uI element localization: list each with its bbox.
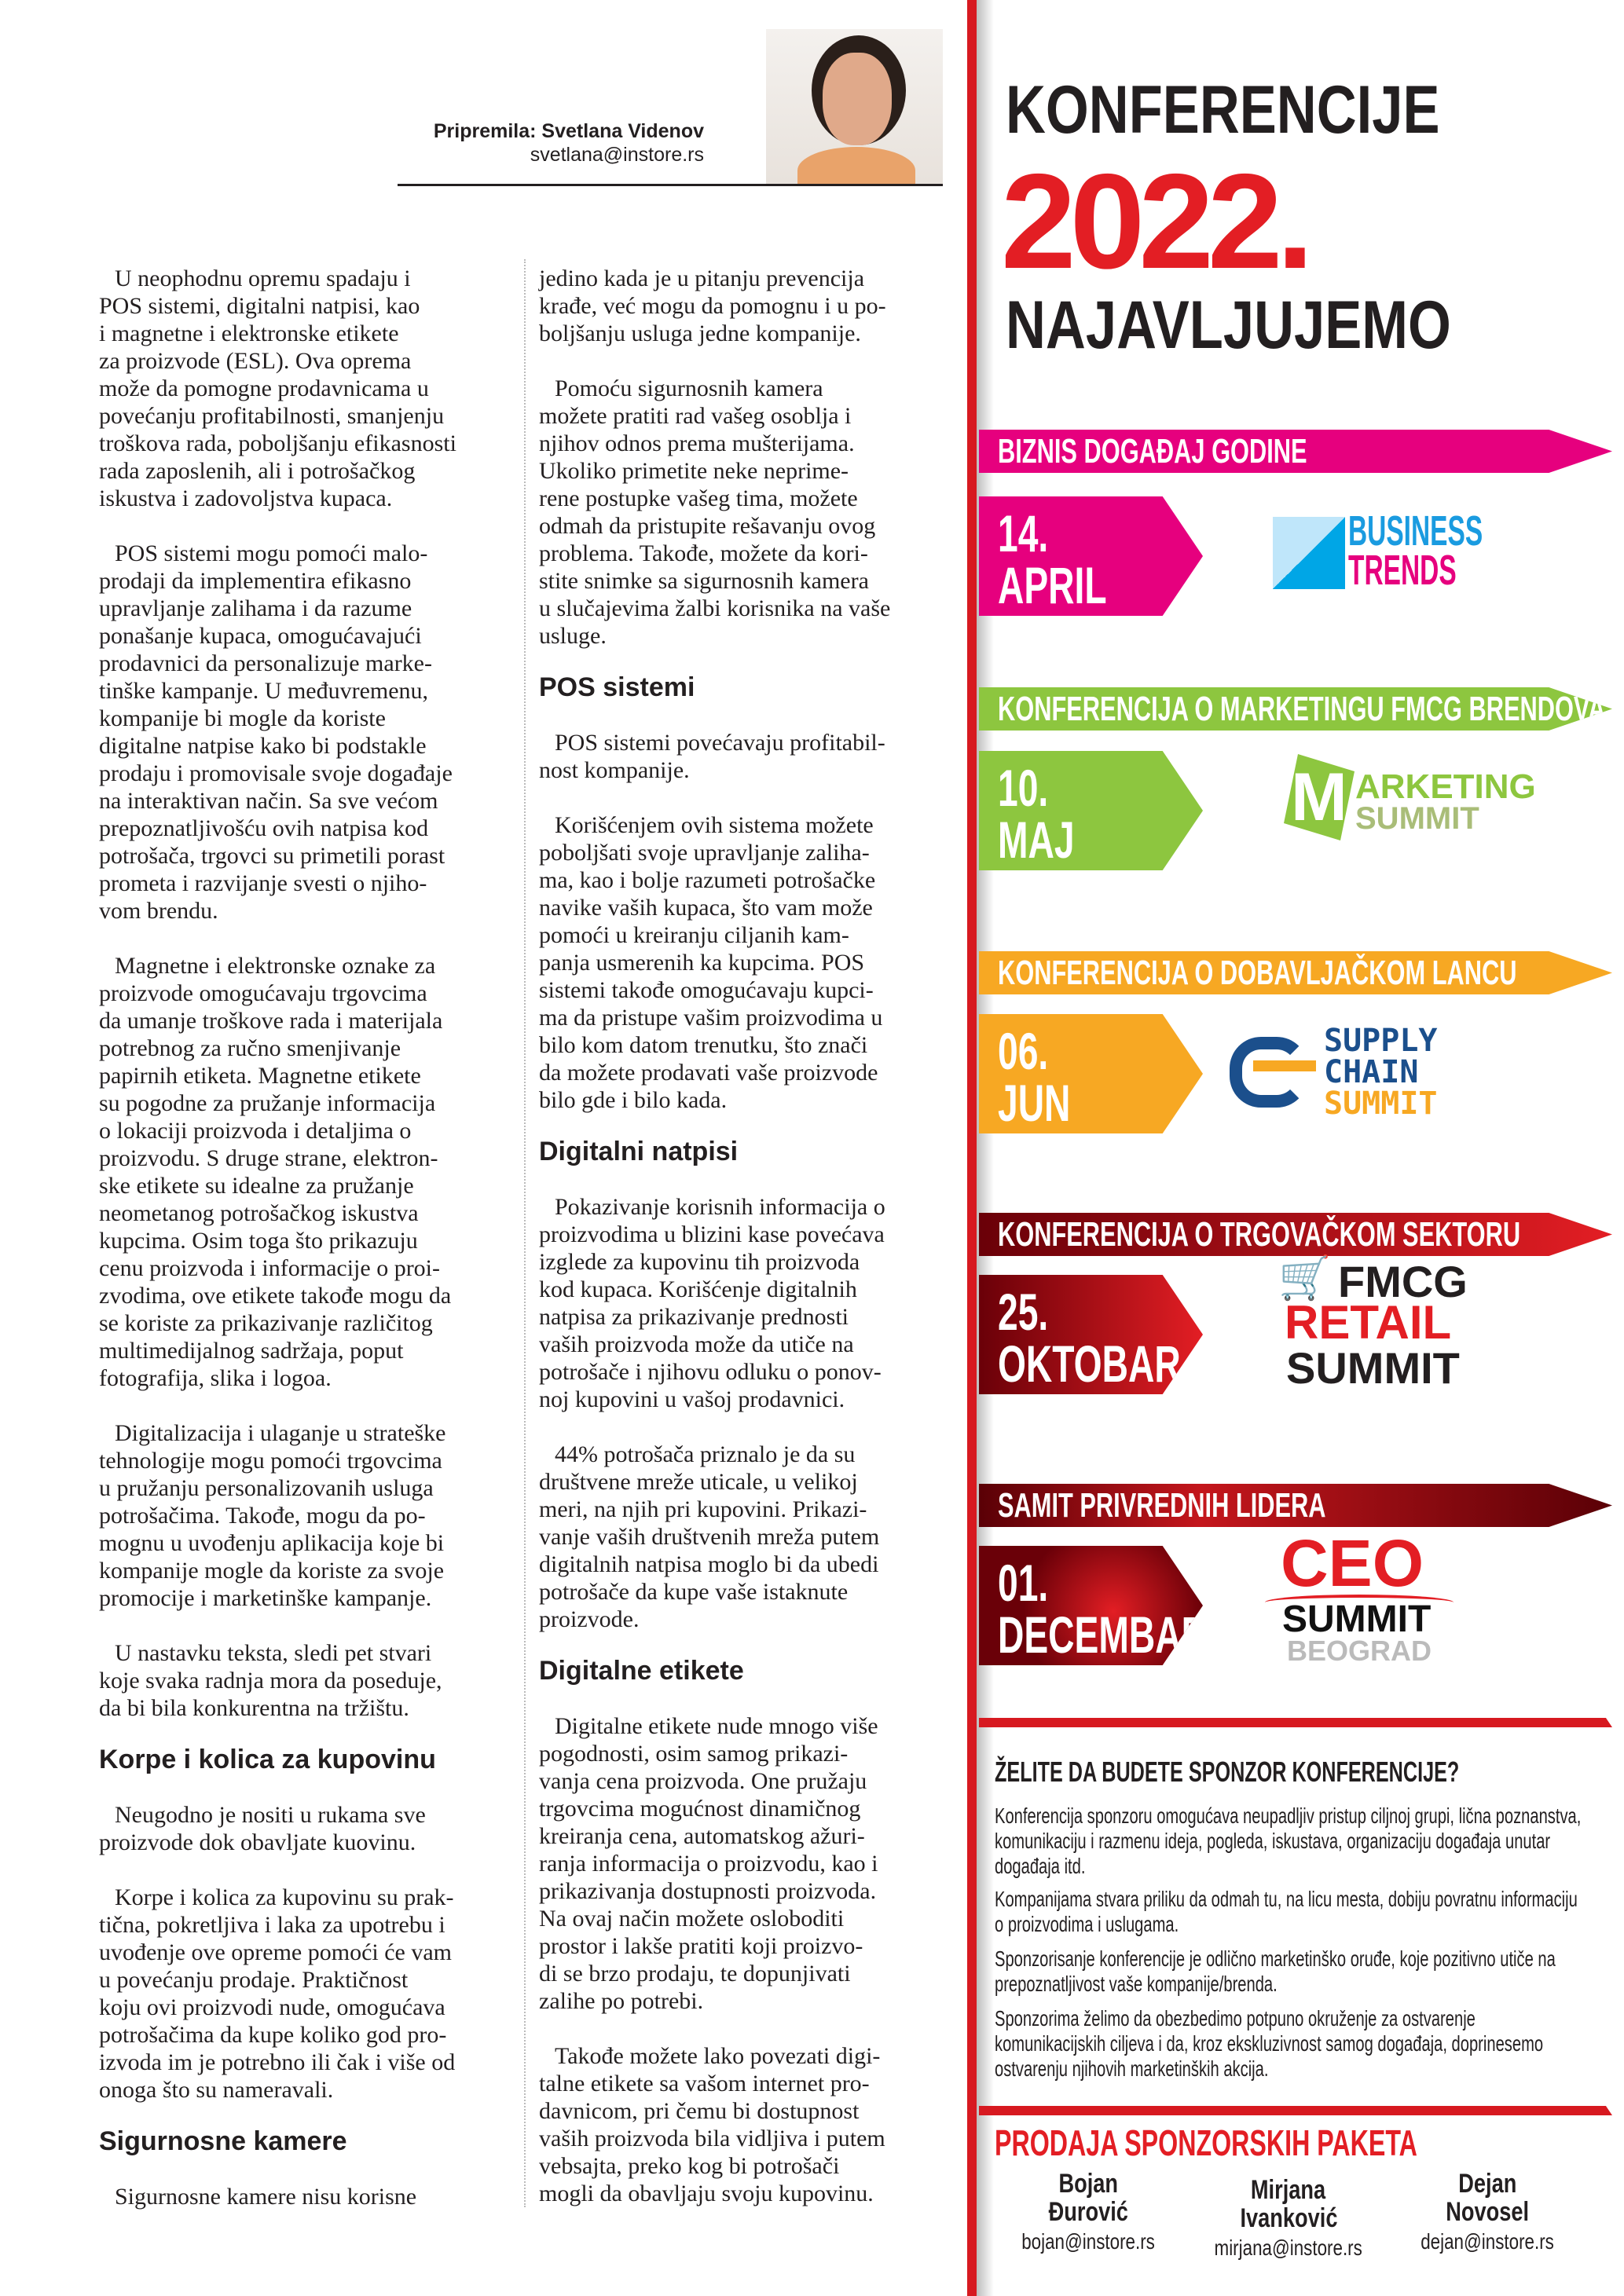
column-divider [524,259,526,2207]
author-byline: Pripremila: Svetlana Videnov svetlana@in… [434,119,704,167]
contact-last-name: Ivanković [1239,2203,1337,2233]
paragraph: POS sistemi mogu pomoći malo- prodaji da… [99,540,453,924]
sidebar-year: 2022. [1001,146,1314,297]
event-category-banner: BIZNIS DOGAĐAJ GODINE [979,430,1612,473]
paragraph: jedino kada je u pitanju prevencija krađ… [539,265,886,346]
event-date: 10. MAJ [979,751,1203,870]
paragraph: Digitalne etikete nude mnogo više pogodn… [539,1713,878,2014]
sponsor-paragraph: Sponzorima želimo da obezbedimo potpuno … [995,2006,1544,2081]
paragraph: Sigurnosne kamere nisu korisne [115,2184,417,2210]
event-date: 25. OKTOBAR [979,1275,1203,1394]
page-divider [967,0,977,2296]
paragraph: Takođe možete lako povezati digi- talne … [539,2043,885,2206]
paragraph: Korišćenjem ovih sistema možete poboljša… [539,812,883,1113]
sales-heading: PRODAJA SPONZORSKIH PAKETA [995,2122,1417,2163]
header-rule [398,184,943,186]
event-category-banner: KONFERENCIJA O TRGOVAČKOM SEKTORU [979,1213,1612,1256]
contact-email[interactable]: mirjana@instore.rs [1214,2236,1363,2260]
author-photo [766,29,943,184]
paragraph: Korpe i kolica za kupovinu su prak- tičn… [99,1884,456,2103]
sponsor-paragraph: Kompanijama stvara priliku da odmah tu, … [995,1887,1578,1936]
marketing-summit-logo: M ARKETING SUMMIT [1281,754,1595,848]
article-column-1: U neophodnu opremu spadaju i POS sistemi… [99,265,515,2238]
event-category-banner: KONFERENCIJA O DOBAVLJAČKOM LANCU [979,951,1612,994]
contact-last-name: Đurović [1048,2197,1128,2227]
paragraph: 44% potrošača priznalo je da su društven… [539,1441,880,1632]
sponsor-heading: ŽELITE DA BUDETE SPONZOR KONFERENCIJE? [995,1756,1460,1788]
contact-card: Mirjana Ivanković mirjana@instore.rs [1190,2176,1387,2264]
sidebar-subtitle: NAJAVLJUJEMO [1006,287,1451,363]
paragraph: Pomoću sigurnosnih kamera možete pratiti… [539,375,891,649]
contact-first-name: Mirjana [1251,2175,1326,2205]
paragraph: Neugodno je nositi u rukama sve proizvod… [99,1802,426,1855]
paragraph: U nastavku teksta, sledi pet stvari koje… [99,1640,442,1721]
section-rule [979,1718,1612,1727]
event-date: 14. APRIL [979,496,1203,616]
fmcg-retail-summit-logo: 🛒 FMCG RETAIL SUMMIT [1278,1254,1468,1393]
paragraph: POS sistemi povećavaju profitabil- nost … [539,730,885,783]
section-heading: Digitalni natpisi [539,1137,739,1166]
section-heading: POS sistemi [539,672,695,702]
event-date: 06. JUN [979,1014,1203,1133]
contact-first-name: Bojan [1058,2169,1118,2199]
contact-card: Dejan Novosel dejan@instore.rs [1389,2170,1586,2258]
contact-email[interactable]: dejan@instore.rs [1421,2229,1554,2254]
sponsor-paragraph: Konferencija sponzoru omogućava neupadlj… [995,1803,1582,1878]
supply-chain-summit-logo: SUPPLY CHAIN SUMMIT [1230,1021,1560,1123]
contact-email[interactable]: bojan@instore.rs [1021,2229,1155,2254]
ceo-summit-logo: CEO SUMMIT BEOGRAD [1265,1530,1579,1673]
section-rule [979,2106,1612,2115]
shopping-cart-icon: 🛒 [1278,1254,1332,1302]
event-category-banner: SAMIT PRIVREDNIH LIDERA [979,1484,1612,1527]
event-date: 01. DECEMBAR [979,1546,1203,1665]
page-gutter-shadow [977,0,994,2296]
section-heading: Sigurnosne kamere [99,2126,347,2156]
paragraph: U neophodnu opremu spadaju i POS sistemi… [99,265,456,511]
sponsor-paragraph: Sponzorisanje konferencije je odlično ma… [995,1946,1556,1996]
contact-first-name: Dejan [1457,2169,1517,2199]
business-trends-logo: BUSINESS TRENDS [1273,510,1587,605]
contact-last-name: Novosel [1446,2197,1529,2227]
paragraph: Pokazivanje korisnih informacija o proiz… [539,1194,885,1412]
author-name: Pripremila: Svetlana Videnov [433,120,704,142]
section-heading: Korpe i kolica za kupovinu [99,1745,436,1774]
paragraph: Digitalizacija i ulaganje u strateške te… [99,1420,446,1611]
author-email[interactable]: svetlana@instore.rs [530,144,704,166]
article-column-2: jedino kada je u pitanju prevencija krađ… [539,265,955,2235]
sidebar-title: KONFERENCIJE [1006,72,1440,148]
contact-card: Bojan Đurović bojan@instore.rs [990,2170,1186,2258]
event-category-banner: KONFERENCIJA O MARKETINGU FMCG BRENDOVA [979,687,1612,731]
paragraph: Magnetne i elektronske oznake za proizvo… [99,953,452,1391]
section-heading: Digitalne etikete [539,1656,744,1686]
